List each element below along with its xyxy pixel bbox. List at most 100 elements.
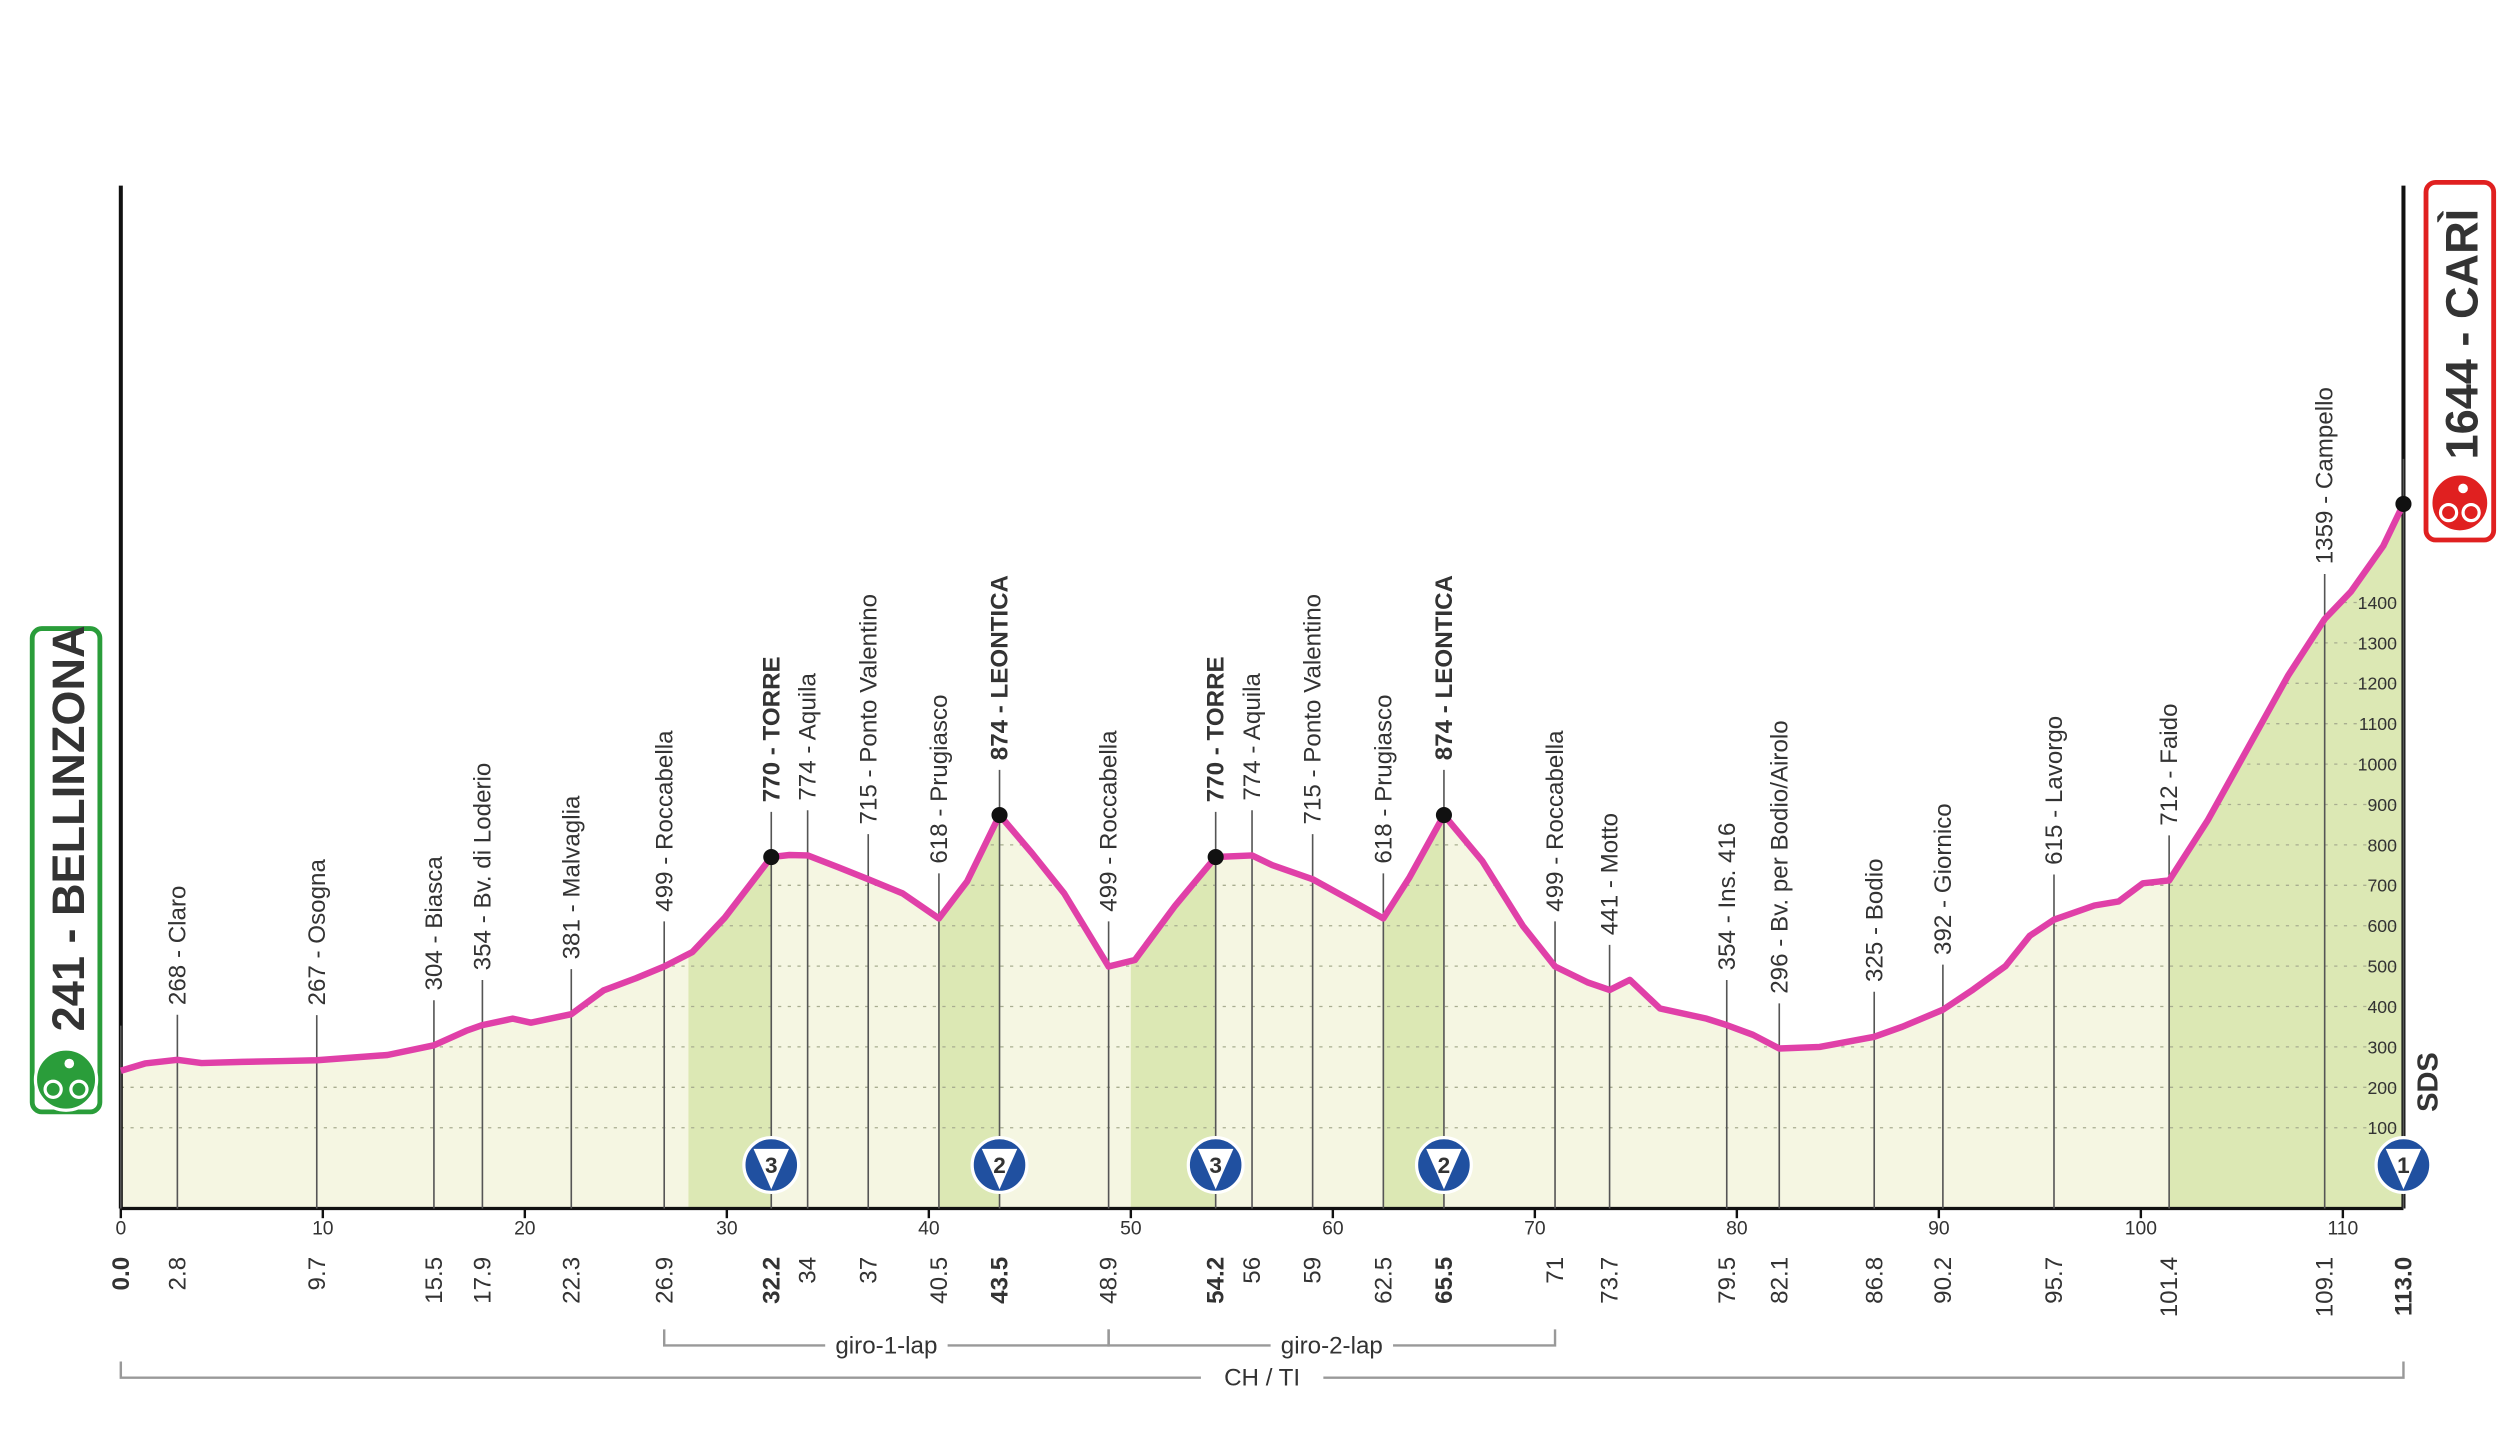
waypoint-label: 770 - TORRE [758,656,785,802]
summit-dot [1435,806,1452,824]
start-icon [33,1047,99,1112]
finish-icon [2429,472,2491,534]
climb-band [688,503,772,1209]
y-tick-label: 1000 [2358,755,2398,775]
x-tick-label: 110 [2327,1218,2358,1239]
waypoint-label: 618 - Prugiasco [926,694,953,863]
km-label: 37 [855,1257,882,1284]
km-label: 90.2 [1930,1257,1957,1304]
km-label: 9.7 [304,1257,331,1291]
km-label: 15.5 [421,1257,448,1304]
km-label: 62.5 [1370,1257,1397,1304]
section-label: CH / TI [1224,1365,1300,1392]
start-icon-wheel [43,1079,63,1099]
waypoint-label: 304 - Biasca [421,856,448,991]
km-label: 71 [1542,1257,1569,1284]
km-label: 40.5 [926,1257,953,1304]
x-tick-label: 20 [514,1218,536,1239]
category-number: 2 [993,1153,1006,1178]
logo: SDS [2412,1052,2444,1112]
x-tick-label: 70 [1524,1218,1546,1239]
summit-dot [1207,848,1224,866]
waypoint-label: 770 - TORRE [1203,656,1230,802]
y-tick-label: 1300 [2358,633,2398,653]
waypoint-label: 325 - Bodio [1861,858,1888,982]
start-label: 241 - BELLINZONA [43,625,94,1031]
finish-icon-wheel [2461,502,2481,523]
y-tick-label: 300 [2367,1037,2397,1057]
start-icon-wheel [69,1079,89,1099]
y-tick-label: 900 [2367,795,2397,815]
category-number: 2 [1438,1153,1451,1178]
waypoint-label: 774 - Aquila [1239,672,1266,800]
waypoint-label: 874 - LEONTICA [1431,575,1458,760]
y-tick-label: 800 [2367,835,2397,855]
x-tick-label: 0 [115,1218,126,1239]
waypoint-label: 715 - Ponto Valentino [855,594,882,825]
km-label: 22.3 [558,1257,585,1304]
km-label: 59 [1300,1257,1327,1284]
waypoint-label: 715 - Ponto Valentino [1300,594,1327,825]
profile-line [119,502,2407,1074]
km-label: 54.2 [1203,1257,1230,1304]
section-label-bg [1200,1361,1324,1394]
category-number: 1 [2397,1153,2410,1178]
waypoint-label: 1359 - Campello [2312,387,2339,564]
category-triangle [1426,1148,1462,1190]
waypoint-label: 268 - Claro [164,886,191,1006]
waypoint-label: 712 - Faido [2156,703,2183,825]
km-label: 17.9 [469,1257,496,1304]
finish-icon-wheel [2438,502,2459,523]
start-icon-head [64,1058,75,1069]
x-tick-label: 100 [2125,1218,2157,1239]
finish-box [2423,179,2497,543]
km-label: 95.7 [2041,1257,2068,1304]
section-label-bg [825,1329,948,1362]
category-triangle [2385,1148,2422,1190]
summit-dot [763,848,780,866]
finish-icon-head [2458,483,2468,494]
waypoint-label: 874 - LEONTICA [987,575,1014,760]
x-tick-label: 40 [918,1218,940,1239]
y-tick-label: 1200 [2358,674,2398,694]
summit-dot [991,806,1008,824]
climb-band [1130,503,1216,1209]
waypoint-label: 441 - Motto [1597,813,1624,935]
waypoint-label: 774 - Aquila [795,672,822,800]
x-tick-label: 50 [1120,1218,1142,1239]
category-triangle [753,1148,789,1190]
y-tick-label: 1400 [2358,593,2398,613]
section-label: giro-1-lap [835,1332,937,1359]
y-tick-label: 700 [2367,876,2397,896]
km-label: 82.1 [1766,1257,1793,1304]
km-label: 113.0 [2391,1257,2418,1316]
km-label: 0.0 [108,1257,135,1291]
x-tick-label: 10 [312,1218,334,1239]
x-tick-label: 60 [1322,1218,1344,1239]
km-label: 73.7 [1597,1257,1624,1304]
y-tick-label: 100 [2367,1118,2397,1138]
x-tick-label: 80 [1726,1218,1747,1239]
waypoint-label: 381 - Malvaglia [558,795,585,959]
km-label: 48.9 [1096,1257,1123,1304]
waypoint-label: 354 - Bv. di Loderio [469,763,496,971]
km-label: 109.1 [2312,1257,2339,1317]
km-label: 86.8 [1861,1257,1888,1304]
waypoint-label: 296 - Bv. per Bodio/Airolo [1766,720,1793,993]
waypoint-label: 499 - Roccabella [651,730,678,912]
y-tick-label: 600 [2367,916,2397,936]
waypoint-label: 392 - Giornico [1930,803,1957,955]
y-tick-label: 400 [2367,997,2397,1017]
km-label: 101.4 [2156,1257,2183,1317]
km-label: 26.9 [651,1257,678,1304]
section-label: giro-2-lap [1281,1332,1383,1359]
y-tick-label: 1100 [2359,714,2397,734]
waypoint-label: 618 - Prugiasco [1370,694,1397,863]
km-label: 56 [1239,1257,1266,1284]
category-number: 3 [1209,1153,1222,1178]
km-label: 32.2 [758,1257,785,1304]
category-triangle [981,1148,1018,1190]
km-label: 43.5 [987,1257,1014,1304]
